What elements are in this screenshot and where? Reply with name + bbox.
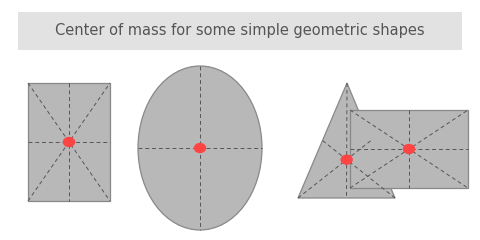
Ellipse shape	[341, 155, 352, 164]
Polygon shape	[298, 83, 395, 198]
Ellipse shape	[138, 66, 262, 230]
Bar	[350, 110, 468, 188]
Ellipse shape	[404, 144, 415, 154]
Ellipse shape	[194, 144, 205, 152]
Bar	[28, 83, 110, 201]
Bar	[18, 12, 462, 50]
Ellipse shape	[63, 138, 74, 146]
Text: Center of mass for some simple geometric shapes: Center of mass for some simple geometric…	[55, 24, 425, 38]
